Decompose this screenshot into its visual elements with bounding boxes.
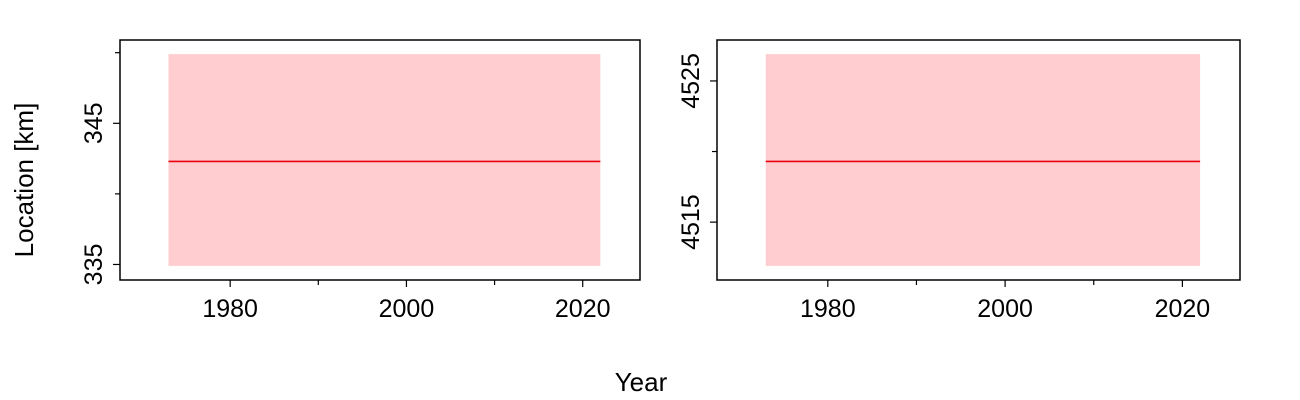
x-tick-label: 2000	[977, 295, 1033, 323]
right-panel: 1980 2000 2020 4515 4525	[677, 39, 1241, 323]
plot-frame	[119, 39, 641, 281]
uncertainty-band	[168, 54, 601, 266]
left-panel: 1980 2000 2020 335 345	[80, 39, 641, 323]
uncertainty-band	[765, 54, 1201, 266]
x-axis-title: Year	[615, 367, 668, 397]
x-tick-label: 1980	[800, 295, 856, 323]
plot-frame	[716, 39, 1241, 281]
y-axis-title: Location [km]	[9, 103, 39, 258]
x-tick-label: 1980	[202, 295, 258, 323]
y-tick-label: 4515	[677, 194, 705, 250]
y-tick-label: 335	[80, 244, 108, 286]
y-tick-label: 345	[80, 102, 108, 144]
x-tick-label: 2020	[1155, 295, 1211, 323]
y-tick-label: 4525	[677, 53, 705, 109]
x-tick-label: 2020	[555, 295, 611, 323]
x-tick-label: 2000	[379, 295, 435, 323]
